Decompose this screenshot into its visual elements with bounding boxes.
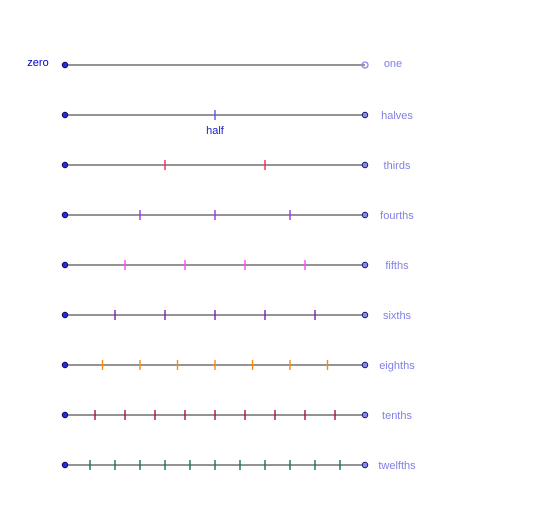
zero-endpoint (61, 61, 69, 69)
one-endpoint (361, 311, 369, 319)
zero-endpoint (61, 211, 69, 219)
number-line-tenths: tenths (61, 410, 412, 422)
number-line-twelfths: twelfths (61, 460, 416, 472)
one-endpoint (361, 161, 369, 169)
one-endpoint (361, 211, 369, 219)
one-endpoint (361, 361, 369, 369)
row-label-fourths: fourths (380, 210, 414, 222)
zero-endpoint (61, 161, 69, 169)
number-line-eighths: eighths (61, 360, 415, 372)
zero-endpoint (61, 311, 69, 319)
one-endpoint (361, 61, 369, 69)
one-endpoint (361, 411, 369, 419)
zero-endpoint (61, 111, 69, 119)
half-label: half (206, 125, 225, 137)
zero-label: zero (27, 57, 48, 69)
one-endpoint (361, 261, 369, 269)
row-label-halves: halves (381, 110, 413, 122)
row-label-sixths: sixths (383, 310, 412, 322)
number-lines-group: halves thirds fourths fifths sixths eighths te… (61, 61, 416, 472)
one-endpoint (361, 111, 369, 119)
number-line-fourths: fourths (61, 210, 414, 222)
row-label-thirds: thirds (384, 160, 411, 172)
row-label-twelfths: twelfths (378, 460, 416, 472)
number-line-fifths: fifths (61, 260, 409, 272)
one-endpoint (361, 461, 369, 469)
number-line-unit (61, 61, 369, 69)
row-label-tenths: tenths (382, 410, 412, 422)
row-label-eighths: eighths (379, 360, 415, 372)
zero-endpoint (61, 261, 69, 269)
zero-endpoint (61, 411, 69, 419)
number-line-halves: halves (61, 110, 413, 122)
number-line-sixths: sixths (61, 310, 412, 322)
number-line-thirds: thirds (61, 160, 411, 172)
row-label-fifths: fifths (385, 260, 409, 272)
zero-endpoint (61, 361, 69, 369)
one-label: one (384, 58, 402, 70)
zero-endpoint (61, 461, 69, 469)
